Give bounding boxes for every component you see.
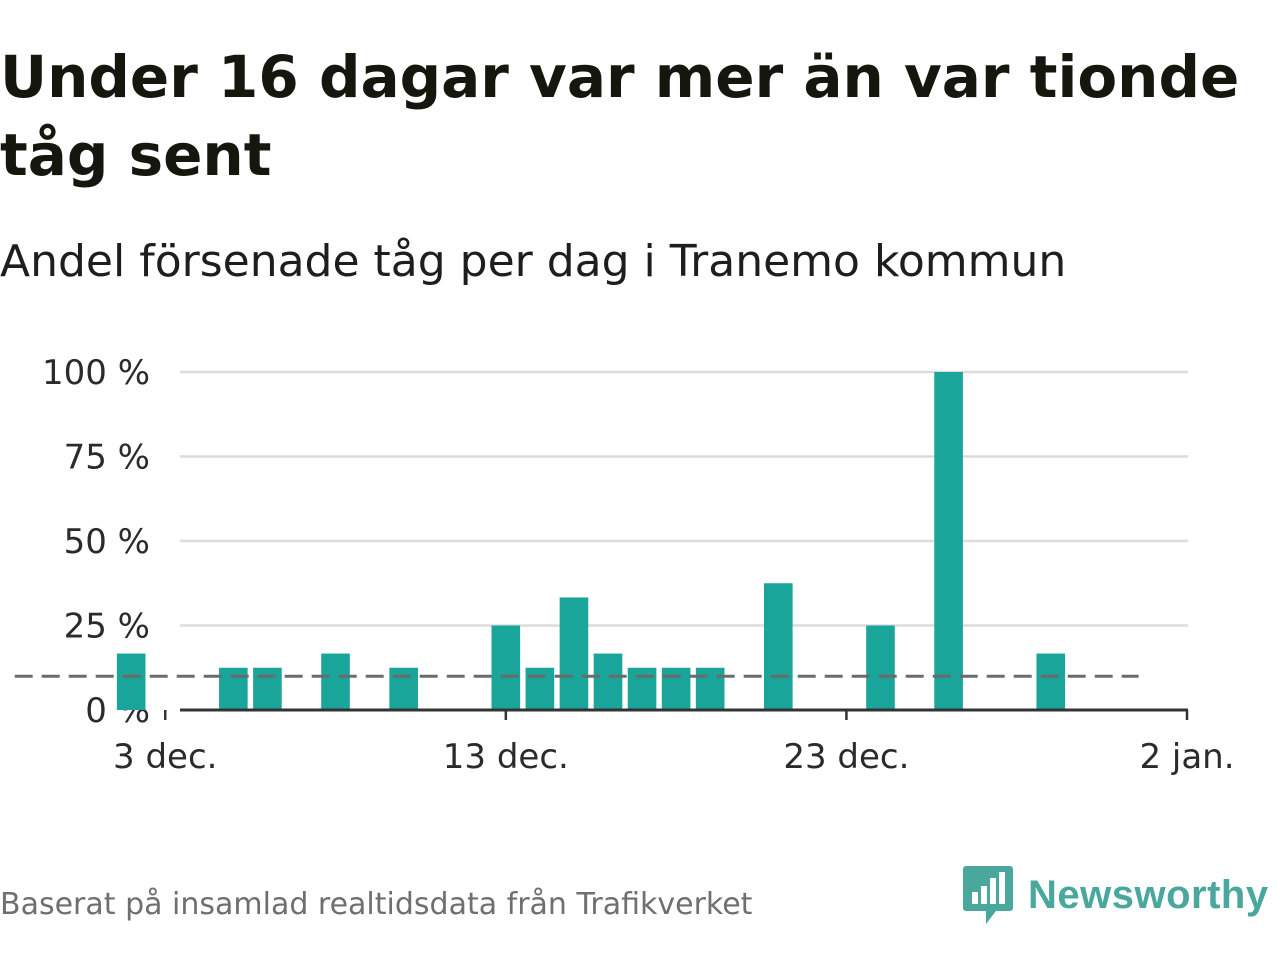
bar <box>253 667 282 710</box>
y-tick-label: 50 % <box>64 522 150 562</box>
bar <box>219 667 248 710</box>
gridlines: 0 %25 %50 %75 %100 % <box>42 353 1188 731</box>
bar <box>559 597 589 710</box>
x-tick-label: 2 jan. <box>1139 737 1234 777</box>
y-tick-label: 75 % <box>64 438 150 478</box>
bar <box>116 653 146 710</box>
source-note: Baserat på insamlad realtidsdata från Tr… <box>0 887 753 922</box>
bar <box>1036 653 1066 710</box>
bar <box>593 653 623 710</box>
x-tick-label: 23 dec. <box>783 737 909 777</box>
newsworthy-logo-icon <box>963 866 1013 924</box>
bar <box>389 667 418 710</box>
brand-logo[interactable]: Newsworthy <box>962 864 1269 926</box>
bar <box>525 667 555 710</box>
brand-name: Newsworthy <box>1028 872 1269 917</box>
bar <box>695 667 725 710</box>
y-tick-label: 100 % <box>42 353 150 393</box>
chart-title: Under 16 dagar var mer än var tionde tåg… <box>0 43 1240 189</box>
bar <box>627 667 657 710</box>
bar-series <box>116 372 1066 710</box>
chart-subtitle: Andel försenade tåg per dag i Tranemo ko… <box>0 236 1067 287</box>
y-tick-label: 25 % <box>64 607 150 647</box>
x-axis: 3 dec. 13 dec. 23 dec. 2 jan. <box>113 708 1235 777</box>
bar-chart: 0 %25 %50 %75 %100 % 3 dec. 13 dec. 23 dec… <box>14 353 1235 777</box>
bar <box>763 583 793 710</box>
bar <box>491 625 521 710</box>
x-tick-label: 13 dec. <box>443 737 569 777</box>
bar <box>866 625 895 710</box>
bar <box>934 372 963 710</box>
bar <box>321 653 350 710</box>
x-tick-label: 3 dec. <box>113 737 217 777</box>
bar <box>661 667 691 710</box>
